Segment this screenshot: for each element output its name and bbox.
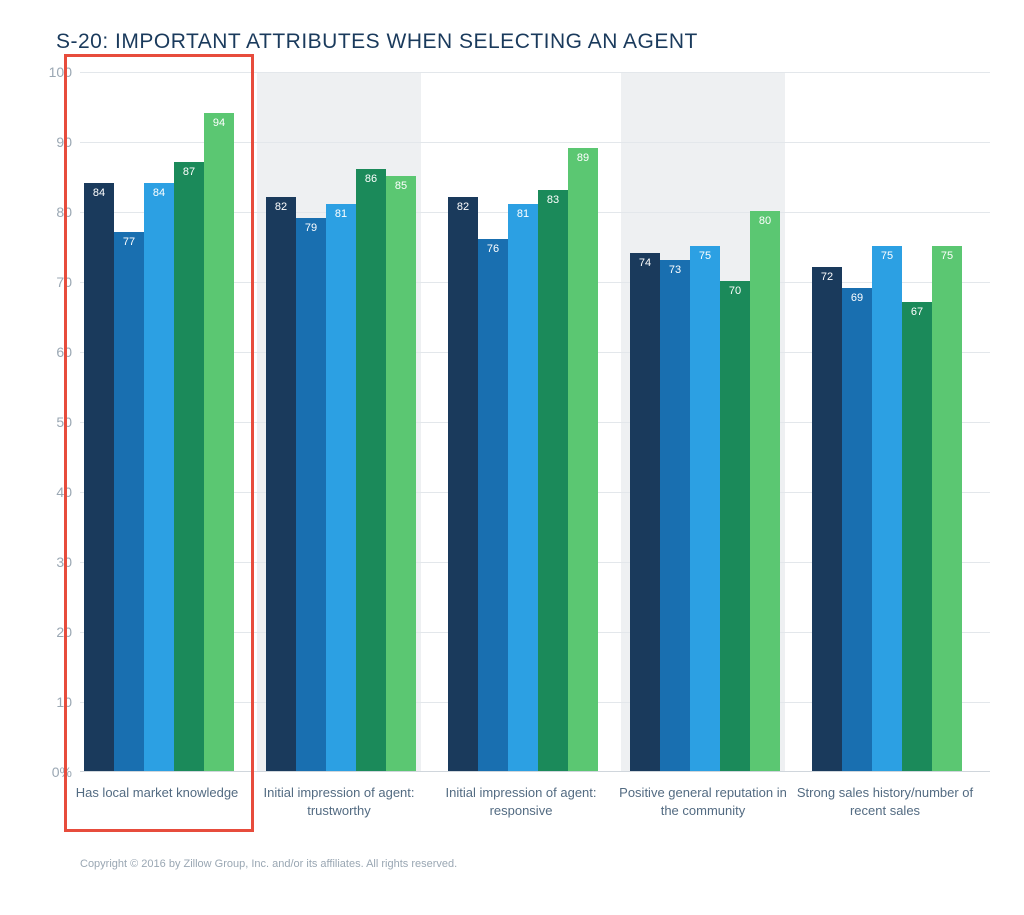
bar-value-label: 84 [93, 187, 105, 199]
bar-value-label: 89 [577, 152, 589, 164]
bar: 89 [568, 148, 598, 771]
y-tick-label: 70 [56, 274, 72, 290]
bar-value-label: 86 [365, 173, 377, 185]
x-category-label: Has local market knowledge [68, 784, 246, 802]
bar-value-label: 82 [457, 201, 469, 213]
bar: 74 [630, 253, 660, 771]
x-category-label: Initial impression of agent: responsive [432, 784, 610, 819]
bar: 72 [812, 267, 842, 771]
y-tick-label: 10 [56, 694, 72, 710]
bar: 77 [114, 232, 144, 771]
bar-value-label: 80 [759, 215, 771, 227]
bar: 81 [326, 204, 356, 771]
bar-value-label: 72 [821, 271, 833, 283]
y-axis: 0%102030405060708090100 [30, 72, 80, 772]
bar: 85 [386, 176, 416, 771]
bar: 75 [690, 246, 720, 771]
bar-group: 84 77 84 87 94 [84, 72, 234, 771]
x-category-label: Positive general reputation in the commu… [614, 784, 792, 819]
bar-group: 72 69 75 67 75 [812, 72, 962, 771]
bar-value-label: 82 [275, 201, 287, 213]
x-axis-labels: Has local market knowledgeInitial impres… [80, 784, 990, 844]
y-tick-label: 50 [56, 414, 72, 430]
bar-value-label: 76 [487, 243, 499, 255]
bar: 70 [720, 281, 750, 771]
bar: 69 [842, 288, 872, 771]
bar-value-label: 75 [881, 250, 893, 262]
bar: 75 [872, 246, 902, 771]
bar: 80 [750, 211, 780, 771]
bar-value-label: 73 [669, 264, 681, 276]
bar: 75 [932, 246, 962, 771]
chart-container: 0%102030405060708090100 8477848794827981… [30, 72, 990, 832]
x-category-label: Strong sales history/number of recent sa… [796, 784, 974, 819]
bar: 67 [902, 302, 932, 771]
bar: 73 [660, 260, 690, 771]
bar: 82 [448, 197, 478, 771]
bar-value-label: 84 [153, 187, 165, 199]
bar: 79 [296, 218, 326, 771]
y-tick-label: 40 [56, 484, 72, 500]
bar-value-label: 69 [851, 292, 863, 304]
plot-area: 84 77 84 87 94 82 79 81 86 85 82 76 81 83 89 74 73 75 70 80… [80, 72, 990, 772]
y-tick-label: 90 [56, 134, 72, 150]
y-tick-label: 20 [56, 624, 72, 640]
bar: 84 [144, 183, 174, 771]
bar-group: 82 76 81 83 89 [448, 72, 598, 771]
y-tick-label: 100 [49, 64, 72, 80]
bar-value-label: 81 [335, 208, 347, 220]
copyright-text: Copyright © 2016 by Zillow Group, Inc. a… [80, 858, 457, 870]
bar-value-label: 75 [699, 250, 711, 262]
y-tick-label: 30 [56, 554, 72, 570]
bar: 84 [84, 183, 114, 771]
bar-value-label: 70 [729, 285, 741, 297]
bar-value-label: 74 [639, 257, 651, 269]
bar-value-label: 85 [395, 180, 407, 192]
y-tick-label: 80 [56, 204, 72, 220]
bar-value-label: 79 [305, 222, 317, 234]
bar: 83 [538, 190, 568, 771]
bar-group: 82 79 81 86 85 [266, 72, 416, 771]
bar-group: 74 73 75 70 80 [630, 72, 780, 771]
bar-value-label: 81 [517, 208, 529, 220]
y-tick-label: 0% [52, 764, 72, 780]
bar-value-label: 94 [213, 117, 225, 129]
bar: 81 [508, 204, 538, 771]
x-category-label: Initial impression of agent: trustworthy [250, 784, 428, 819]
bar: 82 [266, 197, 296, 771]
bar-value-label: 83 [547, 194, 559, 206]
bar-value-label: 77 [123, 236, 135, 248]
bar-value-label: 87 [183, 166, 195, 178]
bar: 87 [174, 162, 204, 771]
bar-value-label: 67 [911, 306, 923, 318]
bar: 76 [478, 239, 508, 771]
y-tick-label: 60 [56, 344, 72, 360]
bar: 86 [356, 169, 386, 771]
bar: 94 [204, 113, 234, 771]
bar-value-label: 75 [941, 250, 953, 262]
chart-title: S-20: IMPORTANT ATTRIBUTES WHEN SELECTIN… [56, 30, 994, 54]
